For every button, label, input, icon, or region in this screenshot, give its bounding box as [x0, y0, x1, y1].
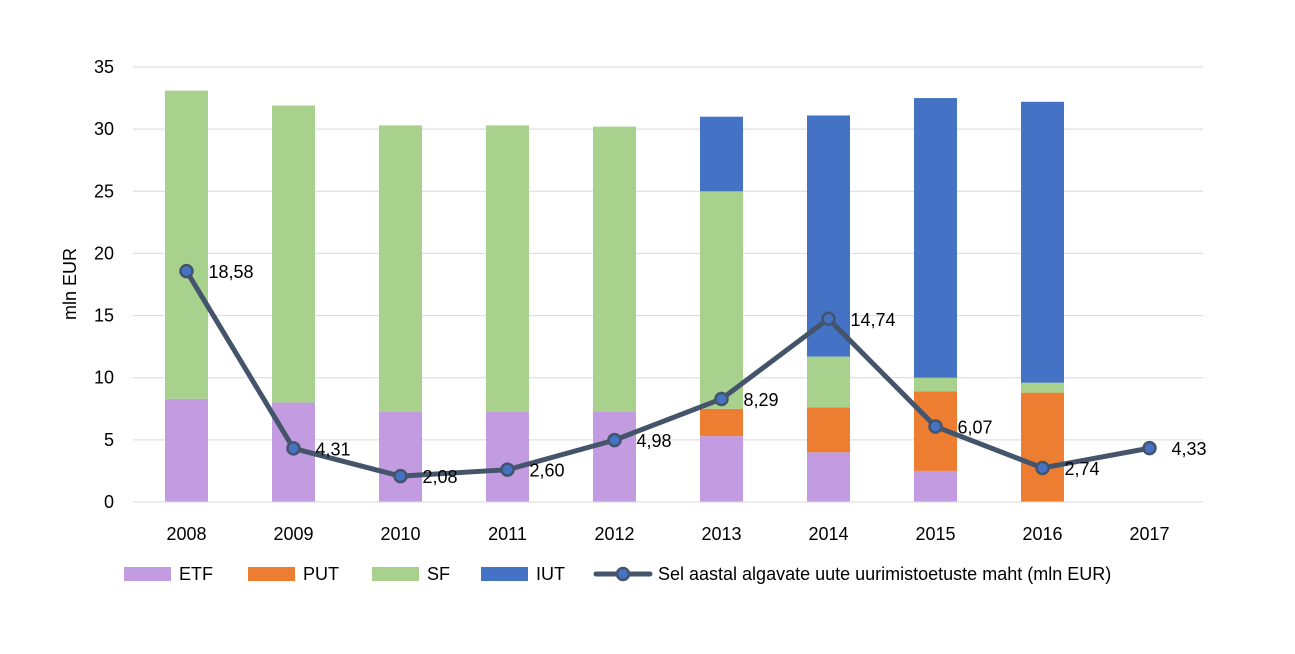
bar-sf-2009 — [272, 105, 315, 403]
x-tick-label: 2011 — [488, 524, 527, 544]
data-label-2016: 2,74 — [1065, 459, 1100, 479]
x-tick-label: 2008 — [166, 524, 206, 544]
bar-put-2013 — [700, 408, 743, 437]
legend-swatch-put — [248, 567, 295, 581]
y-tick-label: 0 — [104, 492, 114, 512]
y-tick-label: 10 — [94, 368, 114, 388]
bar-sf-2014 — [807, 356, 850, 408]
data-label-2012: 4,98 — [637, 431, 672, 451]
x-tick-label: 2012 — [594, 524, 634, 544]
line-point-2012 — [607, 432, 622, 448]
legend-label-line: Sel aastal algavate uute uurimistoetuste… — [658, 564, 1111, 584]
bar-iut-2015 — [914, 98, 957, 378]
y-tick-label: 5 — [104, 430, 114, 450]
legend-swatch-etf — [124, 567, 171, 581]
bar-sf-2015 — [914, 377, 957, 392]
y-axis: 0 5 10 15 20 25 30 35 — [94, 57, 114, 512]
bar-etf-2010 — [379, 411, 422, 502]
bar-iut-2016 — [1021, 101, 1064, 383]
x-tick-label: 2016 — [1022, 524, 1062, 544]
bar-sf-2016 — [1021, 382, 1064, 393]
y-tick-label: 25 — [94, 181, 114, 201]
data-label-2011: 2,60 — [530, 461, 565, 481]
data-label-2014: 14,74 — [851, 310, 896, 330]
line-point-2013 — [714, 391, 729, 407]
line-point-2015 — [928, 419, 943, 434]
line-series: 18,58 4,31 2,08 2,60 4,98 8,29 14,74 6,07 2,74 4,… — [179, 262, 1207, 487]
x-axis: 2008 2009 2010 2011 2012 2013 2014 2015 2016 2017 — [166, 524, 1169, 544]
line-point-2010 — [393, 468, 408, 484]
x-tick-label: 2013 — [701, 524, 741, 544]
data-label-2017: 4,33 — [1172, 439, 1207, 459]
bar-series — [165, 90, 1064, 502]
line-point-2011 — [500, 462, 515, 477]
data-label-2008: 18,58 — [209, 262, 254, 282]
legend-label-etf: ETF — [179, 564, 213, 584]
bar-etf-2008 — [165, 398, 208, 502]
bar-etf-2013 — [700, 436, 743, 502]
x-tick-label: 2014 — [808, 524, 848, 544]
bar-sf-2011 — [486, 125, 529, 412]
y-tick-label: 35 — [94, 57, 114, 77]
legend-swatch-iut — [481, 567, 528, 581]
bar-etf-2011 — [486, 411, 529, 502]
x-tick-label: 2010 — [380, 524, 420, 544]
legend: ETF PUT SF IUT Sel aastal algavate uute uuri… — [124, 564, 1111, 584]
line-path — [184, 268, 1152, 479]
x-tick-label: 2017 — [1129, 524, 1169, 544]
legend-swatch-sf — [372, 567, 419, 581]
y-tick-label: 20 — [94, 243, 114, 263]
bar-put-2014 — [807, 407, 850, 453]
x-tick-label: 2009 — [273, 524, 313, 544]
data-label-2015: 6,07 — [958, 418, 993, 438]
legend-label-sf: SF — [427, 564, 450, 584]
data-label-2009: 4,31 — [316, 439, 351, 459]
bar-etf-2015 — [914, 470, 957, 502]
legend-label-put: PUT — [303, 564, 339, 584]
x-tick-label: 2015 — [915, 524, 955, 544]
y-axis-label: mln EUR — [60, 248, 80, 320]
bar-etf-2012 — [593, 411, 636, 502]
data-label-2013: 8,29 — [744, 390, 779, 410]
bar-put-2016 — [1021, 392, 1064, 502]
y-tick-label: 15 — [94, 306, 114, 326]
bar-sf-2010 — [379, 125, 422, 412]
line-point-2016 — [1035, 460, 1050, 476]
legend-line-marker — [615, 566, 631, 582]
line-point-2014 — [821, 311, 836, 327]
bar-iut-2013 — [700, 116, 743, 192]
bar-sf-2012 — [593, 126, 636, 412]
legend-label-iut: IUT — [536, 564, 565, 584]
line-point-2009 — [286, 441, 301, 456]
bar-sf-2008 — [165, 90, 208, 399]
bar-etf-2014 — [807, 452, 850, 502]
y-tick-label: 30 — [94, 119, 114, 139]
line-point-2008 — [179, 263, 194, 279]
line-point-2017 — [1142, 440, 1157, 456]
bar-sf-2013 — [700, 191, 743, 409]
data-label-2010: 2,08 — [423, 467, 458, 487]
